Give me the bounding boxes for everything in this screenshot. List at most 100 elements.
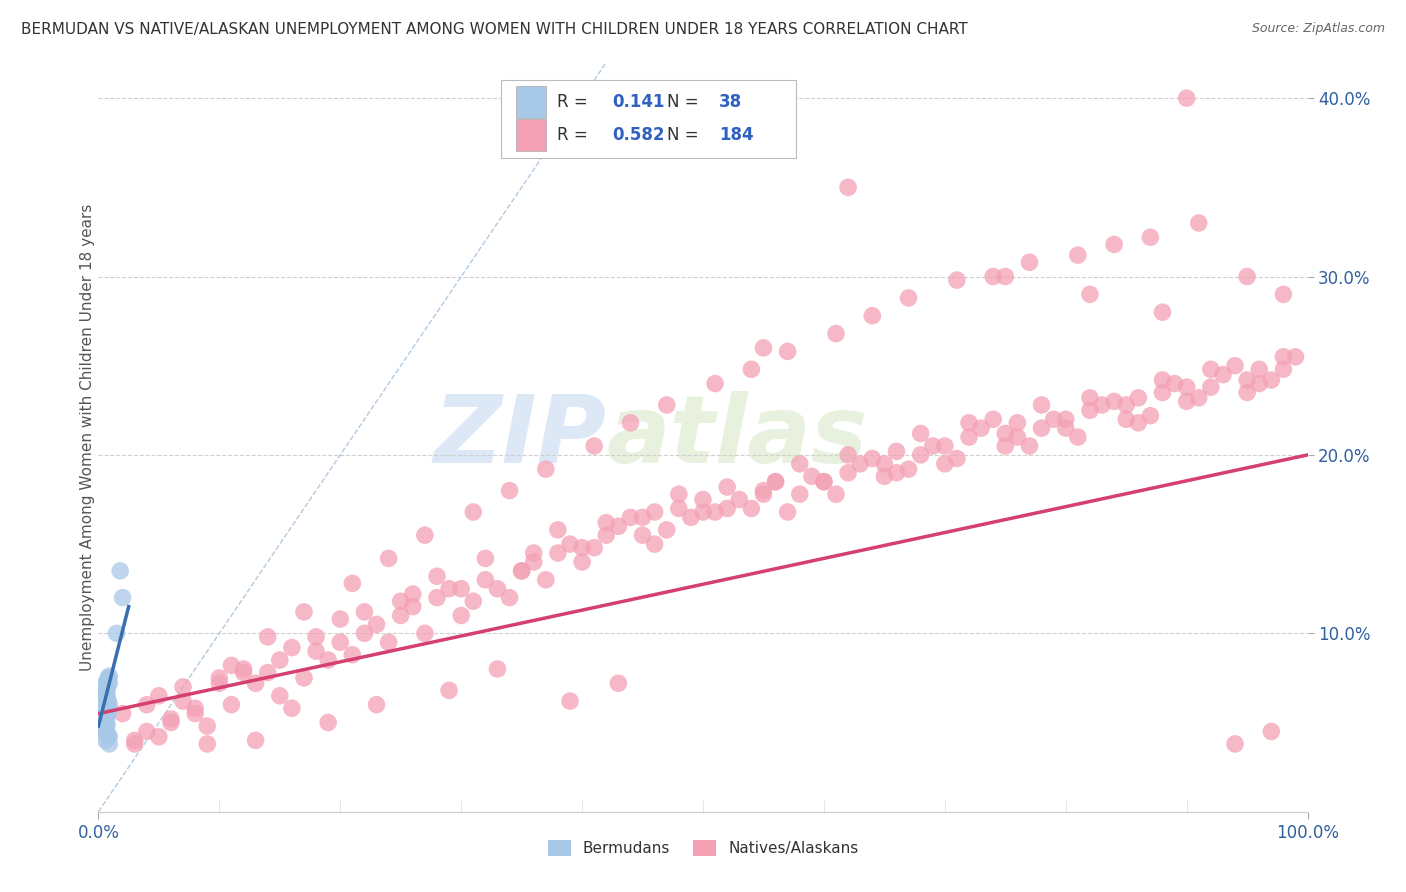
Point [1007,430,1029,444]
Point [813,475,835,489]
Point [946,273,969,287]
Point [571,541,593,555]
Point [1260,373,1282,387]
Point [1212,368,1234,382]
Point [1188,216,1211,230]
Point [740,362,762,376]
Point [184,701,207,715]
Point [1139,230,1161,244]
Point [184,706,207,721]
Point [96,690,118,705]
Point [655,398,678,412]
Point [245,733,267,747]
Point [1152,385,1174,400]
Point [148,689,170,703]
Text: N =: N = [666,126,703,145]
Point [692,492,714,507]
Point [1031,398,1053,412]
Point [329,635,352,649]
Point [1018,255,1040,269]
Point [94,701,117,715]
Point [910,426,932,441]
Point [1102,237,1125,252]
Point [94,726,117,740]
Point [957,416,980,430]
Point [1115,412,1137,426]
Text: BERMUDAN VS NATIVE/ALASKAN UNEMPLOYMENT AMONG WOMEN WITH CHILDREN UNDER 18 YEARS: BERMUDAN VS NATIVE/ALASKAN UNEMPLOYMENT … [21,22,967,37]
Point [1272,350,1295,364]
Point [97,673,120,687]
Point [910,448,932,462]
Point [269,689,291,703]
Point [94,680,117,694]
Point [256,630,278,644]
Point [450,608,472,623]
Point [1018,439,1040,453]
Point [534,573,557,587]
Point [93,715,115,730]
Point [873,457,896,471]
Point [93,723,115,737]
Point [510,564,533,578]
Point [1236,385,1258,400]
Point [704,505,727,519]
Point [1175,394,1198,409]
Point [98,737,121,751]
Bar [516,87,546,118]
Text: R =: R = [557,126,593,145]
Point [281,640,304,655]
Point [93,719,115,733]
Text: R =: R = [557,93,593,112]
Point [93,689,115,703]
Point [837,466,859,480]
Point [547,546,569,560]
Point [93,698,115,712]
Point [1007,416,1029,430]
Point [800,469,823,483]
Point [353,605,375,619]
Point [981,412,1004,426]
Point [342,576,364,591]
Point [668,487,690,501]
Point [1152,305,1174,319]
FancyBboxPatch shape [501,79,796,158]
Point [413,626,436,640]
Point [994,426,1017,441]
Point [716,501,738,516]
Point [619,416,641,430]
Point [1272,362,1295,376]
Point [111,706,134,721]
Point [946,451,969,466]
Point [450,582,472,596]
Point [510,564,533,578]
Point [897,291,920,305]
Point [498,591,520,605]
Point [1054,412,1077,426]
Point [97,728,120,742]
Point [245,676,267,690]
Point [837,180,859,194]
Point [644,537,666,551]
Point [97,671,120,685]
Point [256,665,278,680]
Point [644,505,666,519]
Point [752,483,775,498]
Point [994,439,1017,453]
Text: Source: ZipAtlas.com: Source: ZipAtlas.com [1251,22,1385,36]
Point [994,269,1017,284]
Point [160,712,183,726]
Point [96,715,118,730]
Point [269,653,291,667]
Point [1175,380,1198,394]
Point [474,573,496,587]
Text: N =: N = [666,93,703,112]
Point [583,541,606,555]
Point [94,724,117,739]
Point [1199,380,1222,394]
Point [1236,269,1258,284]
Point [97,706,120,721]
Point [934,439,956,453]
Point [655,523,678,537]
Point [789,487,811,501]
Point [740,501,762,516]
